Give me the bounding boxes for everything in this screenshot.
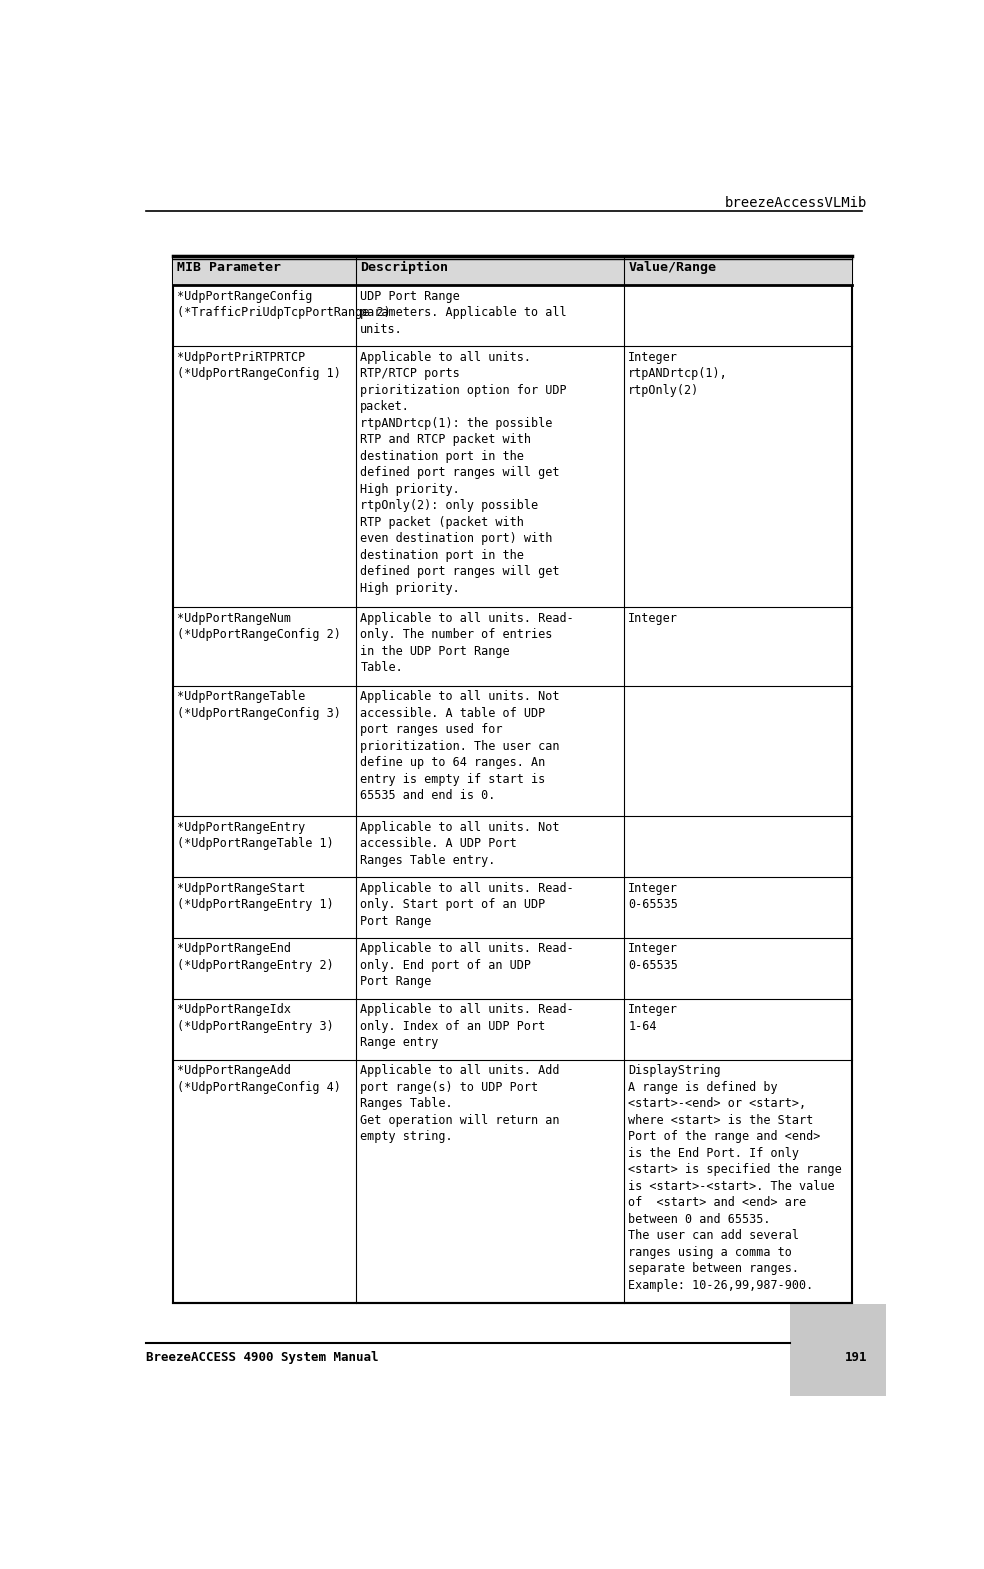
Text: UDP Port Range
parameters. Applicable to all
units.: UDP Port Range parameters. Applicable to… [360,290,567,336]
Bar [789,1304,886,1396]
Text: *UdpPortRangeStart
(*UdpPortRangeEntry 1): *UdpPortRangeStart (*UdpPortRangeEntry 1… [177,882,334,912]
Bar [173,256,851,286]
Text: Description: Description [360,260,449,273]
Text: *UdpPortRangeTable
(*UdpPortRangeConfig 3): *UdpPortRangeTable (*UdpPortRangeConfig … [177,690,341,720]
Bar [173,256,851,1304]
Text: *UdpPortRangeConfig
(*TrafficPriUdpTcpPortRange 2): *UdpPortRangeConfig (*TrafficPriUdpTcpPo… [177,290,391,320]
Text: Value/Range: Value/Range [628,260,716,273]
Text: BreezeACCESS 4900 System Manual: BreezeACCESS 4900 System Manual [147,1351,379,1363]
Text: Applicable to all units. Read-
only. Start port of an UDP
Port Range: Applicable to all units. Read- only. Sta… [360,882,574,927]
Text: breezeAccessVLMib: breezeAccessVLMib [724,196,867,210]
Text: *UdpPortRangeEnd
(*UdpPortRangeEntry 2): *UdpPortRangeEnd (*UdpPortRangeEntry 2) [177,943,334,971]
Text: Integer: Integer [628,612,678,624]
Text: 191: 191 [844,1351,867,1363]
Text: *UdpPortPriRTPRTCP
(*UdpPortRangeConfig 1): *UdpPortPriRTPRTCP (*UdpPortRangeConfig … [177,351,341,380]
Text: Applicable to all units.
RTP/RTCP ports
prioritization option for UDP
packet.
rt: Applicable to all units. RTP/RTCP ports … [360,351,567,595]
Text: *UdpPortRangeIdx
(*UdpPortRangeEntry 3): *UdpPortRangeIdx (*UdpPortRangeEntry 3) [177,1003,334,1032]
Text: Integer
0-65535: Integer 0-65535 [628,882,678,912]
Text: *UdpPortRangeAdd
(*UdpPortRangeConfig 4): *UdpPortRangeAdd (*UdpPortRangeConfig 4) [177,1064,341,1094]
Text: *UdpPortRangeNum
(*UdpPortRangeConfig 2): *UdpPortRangeNum (*UdpPortRangeConfig 2) [177,612,341,642]
Text: Integer
0-65535: Integer 0-65535 [628,943,678,971]
Text: *UdpPortRangeEntry
(*UdpPortRangeTable 1): *UdpPortRangeEntry (*UdpPortRangeTable 1… [177,821,334,850]
Text: Integer
rtpANDrtcp(1),
rtpOnly(2): Integer rtpANDrtcp(1), rtpOnly(2) [628,351,728,397]
Text: Applicable to all units. Read-
only. Index of an UDP Port
Range entry: Applicable to all units. Read- only. Ind… [360,1003,574,1050]
Text: Applicable to all units. Add
port range(s) to UDP Port
Ranges Table.
Get operati: Applicable to all units. Add port range(… [360,1064,560,1144]
Text: Applicable to all units. Read-
only. The number of entries
in the UDP Port Range: Applicable to all units. Read- only. The… [360,612,574,675]
Text: DisplayString
A range is defined by
<start>-<end> or <start>,
where <start> is t: DisplayString A range is defined by <sta… [628,1064,842,1291]
Text: Applicable to all units. Not
accessible. A UDP Port
Ranges Table entry.: Applicable to all units. Not accessible.… [360,821,560,866]
Text: Applicable to all units. Not
accessible. A table of UDP
port ranges used for
pri: Applicable to all units. Not accessible.… [360,690,560,802]
Text: Applicable to all units. Read-
only. End port of an UDP
Port Range: Applicable to all units. Read- only. End… [360,943,574,988]
Text: MIB Parameter: MIB Parameter [177,260,281,273]
Text: Integer
1-64: Integer 1-64 [628,1003,678,1032]
